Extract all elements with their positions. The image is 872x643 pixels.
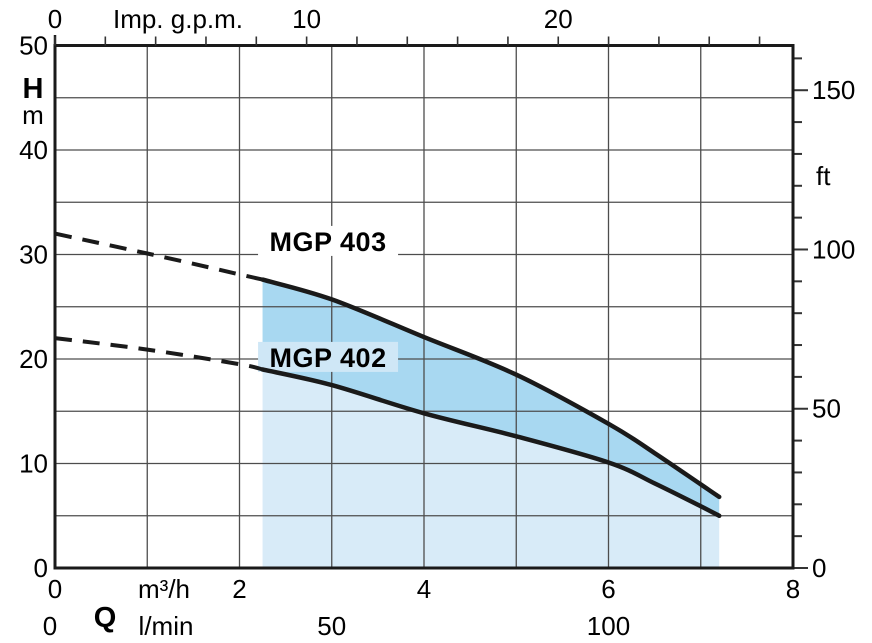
bottom-axis-lmin-tick-label: 50 [317, 611, 346, 641]
left-axis-tick-label: 20 [19, 344, 48, 374]
bottom-axis-unit-m3h: m³/h [138, 574, 190, 604]
right-axis-unit-ft: ft [816, 161, 831, 191]
curve-solid-mgp402 [260, 367, 722, 519]
right-axis-tick-label: 100 [812, 234, 855, 264]
bottom-axis-letter-Q: Q [94, 602, 117, 634]
bottom-axis-m3h-tick-label: 2 [232, 574, 246, 604]
right-axis-tick-label: 150 [812, 75, 855, 105]
bottom-axis-m3h-tick-label: 0 [48, 574, 62, 604]
bottom-axis-m3h-tick-label: 4 [417, 574, 431, 604]
bottom-axis-lmin-tick-label: 100 [587, 611, 630, 641]
curve-label-mgp-403: MGP 403 [270, 227, 387, 257]
left-axis-tick-label: 30 [19, 240, 48, 270]
top-axis-tick-label: 10 [292, 4, 321, 34]
right-axis-tick-label: 0 [812, 553, 826, 583]
curve-label-mgp-402: MGP 402 [270, 343, 387, 373]
shaded-operating-areas [262, 279, 720, 568]
left-axis-unit-m: m [22, 100, 44, 130]
left-axis-tick-label: 40 [19, 135, 48, 165]
curve-label-halos [258, 225, 399, 372]
bottom-axis-m3h-tick-label: 6 [601, 574, 615, 604]
left-axis-tick-label: 10 [19, 449, 48, 479]
shaded-area-below-mgp402 [262, 369, 720, 568]
curve-label-halo [258, 341, 399, 372]
curve-label-halo [258, 225, 399, 256]
top-axis-tick-label: 20 [544, 4, 573, 34]
left-axis-tick-label: 50 [19, 31, 48, 61]
top-axis-unit-label: Imp. g.p.m. [113, 4, 243, 34]
right-axis-tick-label: 50 [812, 394, 841, 424]
left-axis-letter-H: H [23, 73, 44, 105]
curve-solid-mgp403 [260, 277, 722, 500]
axis-ticks [54, 36, 808, 569]
curve-dashed-mgp403 [54, 231, 264, 282]
curve-dashed-mgp402 [54, 336, 264, 372]
plot-border [53, 44, 795, 570]
shaded-area-between-curves [262, 279, 720, 516]
left-axis-tick-label: 0 [34, 553, 48, 583]
bottom-axis-unit-lmin: l/min [139, 611, 194, 641]
pump-curves [54, 231, 722, 519]
bottom-axis-lmin-tick-label: 0 [43, 611, 57, 641]
top-axis-tick-label: 0 [48, 4, 62, 34]
bottom-axis-m3h-tick-label: 8 [786, 574, 800, 604]
